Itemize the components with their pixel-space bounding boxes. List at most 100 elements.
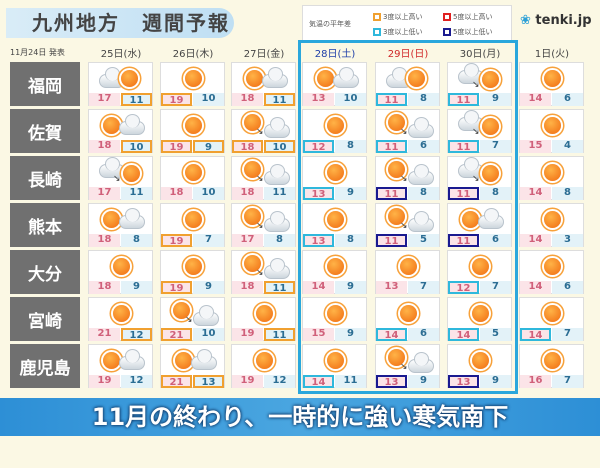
high-temp: 18 (232, 140, 263, 153)
low-temp: 11 (335, 375, 366, 388)
high-temp: 11 (448, 140, 479, 153)
forecast-cell: 11 8 (375, 62, 440, 106)
sun-cloud-icon (448, 206, 513, 234)
low-temp: 10 (193, 187, 224, 200)
low-temp: 6 (408, 140, 439, 153)
forecast-cell: 13 9 (302, 156, 367, 200)
high-temp: 14 (520, 234, 551, 247)
day-header: 29日(日) (387, 49, 429, 60)
forecast-cell: 14 11 (302, 344, 367, 388)
low-temp: 7 (193, 234, 224, 247)
forecast-cell: 14 8 (519, 156, 584, 200)
legend-item: 3度以上高い (373, 12, 422, 22)
sun-icon (448, 300, 513, 328)
high-temp: 17 (232, 234, 263, 247)
forecast-cell: ↘ 17 8 (231, 203, 296, 247)
sun-icon (303, 159, 368, 187)
sun-icon (520, 253, 585, 281)
forecast-cell: 12 7 (447, 250, 512, 294)
sun-icon (448, 347, 513, 375)
forecast-cell: 21 13 (160, 344, 225, 388)
city-label: 福岡 (10, 62, 80, 106)
high-temp: 14 (303, 281, 334, 294)
low-temp: 12 (264, 375, 295, 388)
sun-cloud-icon (161, 347, 226, 375)
cloud-then-sun-icon: ↘ (89, 157, 154, 187)
sun-icon (520, 159, 585, 187)
sun-icon (89, 300, 154, 328)
sun-icon (520, 65, 585, 93)
high-temp: 11 (376, 234, 407, 247)
temperature-legend: 気温の平年差 3度以上高い 5度以上高い 3度以上低い 5度以上低い (302, 5, 512, 41)
high-temp: 19 (89, 375, 120, 388)
high-temp: 14 (520, 281, 551, 294)
high-temp: 18 (232, 187, 263, 200)
city-label: 鹿児島 (10, 344, 80, 388)
legend-item: 5度以上低い (443, 27, 492, 37)
high-temp: 19 (161, 140, 192, 153)
low-temp: 4 (552, 140, 583, 153)
high-temp: 14 (376, 328, 407, 341)
sun-icon (303, 206, 368, 234)
forecast-cell: ↘ 18 10 (231, 109, 296, 153)
headline-banner: 11月の終わり、一時的に強い寒気南下 (0, 398, 600, 436)
forecast-cell: 18 10 (88, 109, 153, 153)
low-temp: 8 (264, 234, 295, 247)
high-temp: 14 (520, 328, 551, 341)
sun-cloud-icon (89, 112, 154, 140)
forecast-cell: 21 12 (88, 297, 153, 341)
sun-cloud-icon (89, 206, 154, 234)
high-temp: 18 (232, 93, 263, 106)
high-temp: 13 (376, 281, 407, 294)
page-title: 九州地方 週間予報 (6, 8, 234, 38)
low-temp: 9 (193, 281, 224, 294)
forecast-cell: ↘ 17 11 (88, 156, 153, 200)
sun-icon (161, 159, 226, 187)
forecast-cell: 18 8 (88, 203, 153, 247)
low-temp: 11 (121, 187, 152, 200)
low-temp: 11 (264, 328, 295, 341)
sun-icon (520, 112, 585, 140)
high-temp: 11 (376, 187, 407, 200)
high-temp: 19 (161, 281, 192, 294)
forecast-cell: ↘ 13 9 (375, 344, 440, 388)
day-header: 1日(火) (534, 49, 570, 60)
low-temp: 11 (264, 93, 295, 106)
published-date: 11月24日 発表 (10, 48, 65, 57)
forecast-cell: ↘ 21 10 (160, 297, 225, 341)
low-temp: 6 (480, 234, 511, 247)
legend-item: 5度以上高い (443, 12, 492, 22)
high-temp: 15 (303, 328, 334, 341)
sun-then-cloud-icon: ↘ (376, 206, 441, 234)
sun-then-cloud-icon: ↘ (232, 253, 297, 281)
low-temp: 11 (264, 281, 295, 294)
logo-icon: ❀ (520, 13, 536, 28)
forecast-cell: 13 10 (302, 62, 367, 106)
forecast-cell: 14 5 (447, 297, 512, 341)
date-header: 11月24日 発表 25日(水) 26日(木) 27日(金) 28日(土) 29日(日)… (0, 42, 600, 60)
sun-cloud-icon (232, 65, 297, 93)
forecast-cell: 18 10 (160, 156, 225, 200)
forecast-cell: ↘ 11 5 (375, 203, 440, 247)
high-temp: 11 (448, 93, 479, 106)
low-temp: 8 (480, 187, 511, 200)
cloud-then-sun-icon: ↘ (448, 110, 513, 140)
low-temp: 8 (408, 93, 439, 106)
forecast-cell: ↘ 18 11 (231, 156, 296, 200)
sun-icon (232, 300, 297, 328)
low-temp: 11 (264, 187, 295, 200)
high-temp: 13 (448, 375, 479, 388)
day-header: 26日(木) (172, 49, 214, 60)
low-temp: 12 (121, 328, 152, 341)
high-temp: 11 (376, 93, 407, 106)
forecast-cell: 19 9 (160, 250, 225, 294)
sun-icon (520, 300, 585, 328)
high-temp: 16 (520, 375, 551, 388)
low-temp: 6 (408, 328, 439, 341)
low-temp: 7 (480, 281, 511, 294)
high-temp: 14 (520, 93, 551, 106)
forecast-cell: 15 4 (519, 109, 584, 153)
low-temp: 6 (552, 281, 583, 294)
low-temp: 6 (552, 93, 583, 106)
city-label: 大分 (10, 250, 80, 294)
